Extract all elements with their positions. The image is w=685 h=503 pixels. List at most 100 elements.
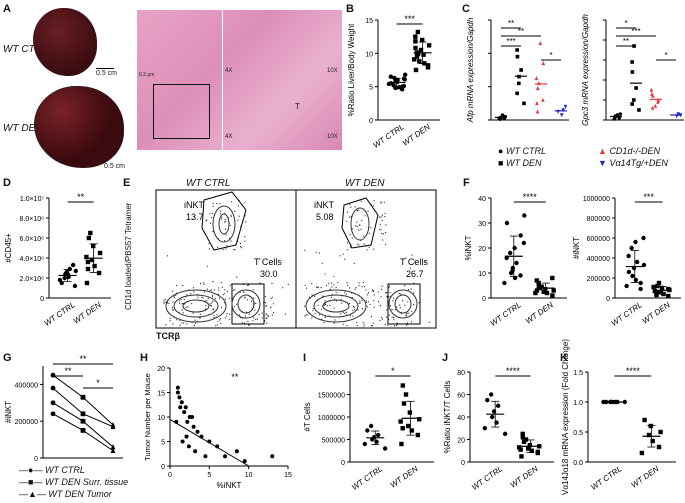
chart-f-percent: 0 10 20 30 40 %iNKT WT CTRL WT DEN **** bbox=[464, 192, 567, 328]
data-point bbox=[425, 65, 431, 70]
flow-event bbox=[267, 315, 269, 317]
flow-event bbox=[194, 319, 196, 321]
data-point bbox=[191, 424, 196, 429]
y-axis-label: %Ratio Liver/Body Weight bbox=[347, 23, 356, 117]
flow-event bbox=[213, 289, 215, 291]
flow-event bbox=[181, 303, 183, 305]
flow-event bbox=[391, 309, 393, 311]
flow-event bbox=[407, 301, 409, 303]
flow-event bbox=[340, 313, 342, 315]
flow-event bbox=[230, 214, 232, 216]
significance-label: *** bbox=[643, 192, 654, 202]
flow-event bbox=[392, 297, 395, 299]
significance-label: ** bbox=[518, 27, 524, 36]
flow-event bbox=[361, 308, 363, 310]
significance-label: ** bbox=[231, 372, 239, 382]
y-tick-label: 1500000 bbox=[318, 393, 345, 400]
flow-event bbox=[346, 282, 348, 284]
flow-event bbox=[352, 228, 354, 230]
legend-c-item-2: ■ WT DEN bbox=[498, 158, 542, 168]
y-axis-label: Afp mRNA expression/Gapdh bbox=[466, 17, 475, 123]
flow-event bbox=[381, 285, 383, 287]
flow-event bbox=[202, 282, 204, 284]
flow-event bbox=[265, 317, 267, 319]
flow-event bbox=[272, 303, 275, 305]
data-point bbox=[518, 233, 523, 238]
y-tick-label: 10 bbox=[365, 51, 373, 58]
chart-b: 0 5 10 15 %Ratio Liver/Body Weight WT CTRLWT … bbox=[347, 14, 440, 150]
data-point bbox=[388, 74, 393, 79]
y-tick-label: 1000000 bbox=[318, 415, 345, 422]
data-point bbox=[401, 401, 407, 406]
data-point bbox=[180, 439, 185, 444]
flow-event bbox=[199, 313, 201, 315]
flow-event bbox=[314, 312, 316, 314]
flow-event bbox=[221, 286, 223, 288]
chart-f-count: 0 200000 400000 600000 800000 1000000 #iNKT WT … bbox=[572, 192, 681, 328]
flow-event bbox=[265, 305, 267, 307]
flow-event bbox=[357, 209, 359, 211]
x-tick-label: WT CTRL bbox=[589, 464, 623, 492]
flow-event bbox=[209, 289, 211, 291]
flow-event bbox=[238, 205, 240, 207]
flow-event bbox=[324, 273, 326, 275]
flow-event bbox=[212, 300, 214, 302]
data-point bbox=[653, 103, 658, 108]
flow-event bbox=[348, 287, 351, 289]
data-point bbox=[539, 284, 544, 289]
flow-event bbox=[222, 249, 224, 251]
flow-event bbox=[382, 239, 384, 241]
data-point bbox=[368, 423, 374, 429]
chart-d: 0 2.0×10⁶ 4.0×10⁶ 6.0×10⁶ 8.0×10⁶ 1.0×10⁷ #CD4… bbox=[4, 192, 111, 328]
x-tick-label: WT DEN bbox=[389, 464, 420, 490]
flow-event bbox=[211, 212, 213, 214]
flow-event bbox=[229, 224, 231, 226]
flow-event bbox=[366, 249, 368, 251]
data-point bbox=[535, 109, 540, 114]
flow-event bbox=[373, 248, 375, 250]
flow-event bbox=[224, 240, 226, 242]
data-point bbox=[382, 446, 388, 451]
flow-event bbox=[264, 320, 266, 322]
y-axis-label: %Ratio iNKT/T Cells bbox=[443, 381, 452, 454]
flow-contours-den bbox=[305, 207, 418, 323]
flow-event bbox=[253, 297, 255, 299]
flow-event bbox=[413, 304, 415, 306]
significance-label: * bbox=[391, 366, 395, 376]
flow-event bbox=[172, 323, 174, 325]
flow-event bbox=[218, 297, 220, 299]
liver-photo-ctrl bbox=[33, 8, 97, 76]
legend-c-item-4: ▼ Vα14Tg/+DEN bbox=[598, 158, 668, 168]
flow-event bbox=[358, 229, 360, 231]
flow-event bbox=[202, 297, 204, 299]
data-point bbox=[185, 419, 190, 424]
flow-event bbox=[349, 203, 351, 205]
flow-event bbox=[363, 243, 365, 245]
data-point bbox=[418, 47, 424, 53]
flow-event bbox=[353, 262, 355, 264]
data-point bbox=[80, 418, 86, 424]
flow-event bbox=[406, 322, 409, 324]
series-line bbox=[52, 374, 114, 426]
flow-event bbox=[410, 288, 412, 290]
flow-event bbox=[360, 200, 362, 202]
flow-event bbox=[193, 291, 195, 293]
flow-event bbox=[326, 305, 328, 307]
flow-event bbox=[270, 307, 272, 309]
flow-event bbox=[381, 318, 383, 320]
chart-i: 0 500000 1000000 1500000 2000000 #T Cells WT C… bbox=[303, 366, 434, 492]
flow-event bbox=[206, 288, 208, 290]
data-point bbox=[80, 394, 86, 400]
flow-event bbox=[237, 219, 239, 221]
flow-event bbox=[349, 246, 352, 248]
flow-event bbox=[409, 267, 411, 269]
flow-event bbox=[362, 281, 364, 283]
data-point bbox=[514, 260, 519, 266]
flow-event bbox=[365, 300, 367, 302]
histology-scale: 0.2 μm bbox=[139, 72, 155, 78]
significance-label: **** bbox=[506, 366, 521, 376]
data-point bbox=[650, 91, 654, 96]
flow-event bbox=[169, 320, 171, 322]
flow-event bbox=[264, 295, 266, 298]
flow-event bbox=[331, 286, 333, 288]
